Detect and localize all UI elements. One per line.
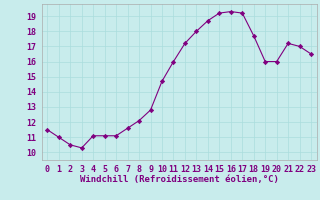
X-axis label: Windchill (Refroidissement éolien,°C): Windchill (Refroidissement éolien,°C)	[80, 175, 279, 184]
